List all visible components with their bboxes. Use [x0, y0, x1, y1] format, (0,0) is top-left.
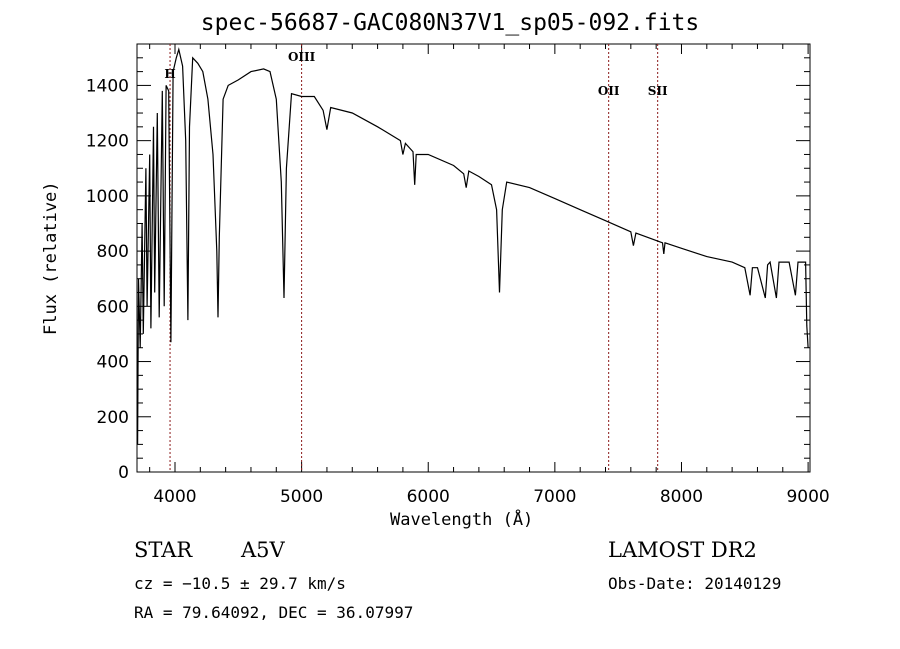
- y-tick-label: 600: [97, 297, 129, 317]
- x-tick-label: 7000: [533, 487, 576, 507]
- y-tick-label: 400: [97, 353, 129, 373]
- line-marker-label: H: [164, 67, 175, 81]
- y-tick-label: 1400: [86, 76, 129, 96]
- chart-title: spec-56687-GAC080N37V1_sp05-092.fits: [200, 10, 700, 36]
- y-axis-label: Flux (relative): [41, 181, 61, 335]
- x-axis-label: Wavelength (Å): [390, 510, 534, 530]
- y-tick-label: 1200: [86, 132, 129, 152]
- y-tick-label: 1000: [86, 187, 129, 207]
- y-tick-label: 0: [118, 463, 129, 483]
- y-tick-label: 800: [97, 242, 129, 262]
- spectrum-line: [137, 47, 809, 445]
- survey-name: LAMOST DR2: [608, 538, 757, 562]
- x-tick-label: 6000: [407, 487, 450, 507]
- plot-frame: [136, 43, 811, 473]
- line-marker-label: SII: [648, 84, 668, 98]
- x-tick-label: 4000: [153, 487, 196, 507]
- y-tick-label: 200: [97, 408, 129, 428]
- x-tick-label: 9000: [786, 487, 829, 507]
- object-class: STAR: [134, 538, 193, 562]
- line-marker-label: OII: [598, 84, 620, 98]
- x-tick-label: 5000: [280, 487, 323, 507]
- coordinates-text: RA = 79.64092, DEC = 36.07997: [134, 603, 414, 622]
- subclass: A5V: [241, 538, 285, 562]
- redshift-text: cz = −10.5 ± 29.7 km/s: [134, 574, 346, 593]
- line-marker-label: OIII: [288, 50, 316, 64]
- x-tick-label: 8000: [660, 487, 703, 507]
- obs-date: Obs-Date: 20140129: [608, 574, 782, 593]
